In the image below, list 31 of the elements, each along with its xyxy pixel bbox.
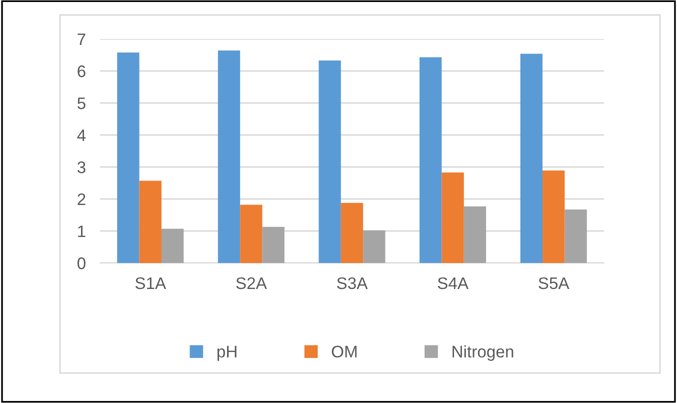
y-tick-label: 6 <box>78 65 86 78</box>
y-tick-label: 4 <box>77 130 86 142</box>
bar <box>117 52 140 263</box>
x-tick-label: S5A <box>538 277 570 290</box>
bar <box>464 206 486 263</box>
bar <box>318 60 341 263</box>
bar <box>218 50 240 263</box>
bar <box>340 202 364 263</box>
bar <box>240 204 262 263</box>
y-tick-label: 3 <box>77 161 86 174</box>
y-tick-label: 5 <box>78 98 86 110</box>
x-tick-label: S4A <box>438 277 469 290</box>
legend-label: pH <box>218 346 236 361</box>
x-tick-label: S3A <box>337 277 368 290</box>
legend-label: Nitrogen <box>452 345 514 361</box>
y-tick-label: 1 <box>78 226 86 238</box>
bar <box>139 180 162 263</box>
y-tick-label: 7 <box>78 34 86 46</box>
legend-label: OM <box>332 346 357 358</box>
x-tick-label: S2A <box>236 277 267 290</box>
bar <box>161 228 184 263</box>
bar <box>420 57 442 263</box>
y-tick-label: 2 <box>78 193 86 206</box>
bar <box>442 172 464 263</box>
bar <box>520 54 543 263</box>
bar <box>564 210 587 263</box>
y-tick-label: 0 <box>77 257 86 270</box>
bar <box>363 230 386 263</box>
x-tick-label: S1A <box>135 277 166 290</box>
bar <box>262 226 284 263</box>
bar <box>542 170 565 263</box>
